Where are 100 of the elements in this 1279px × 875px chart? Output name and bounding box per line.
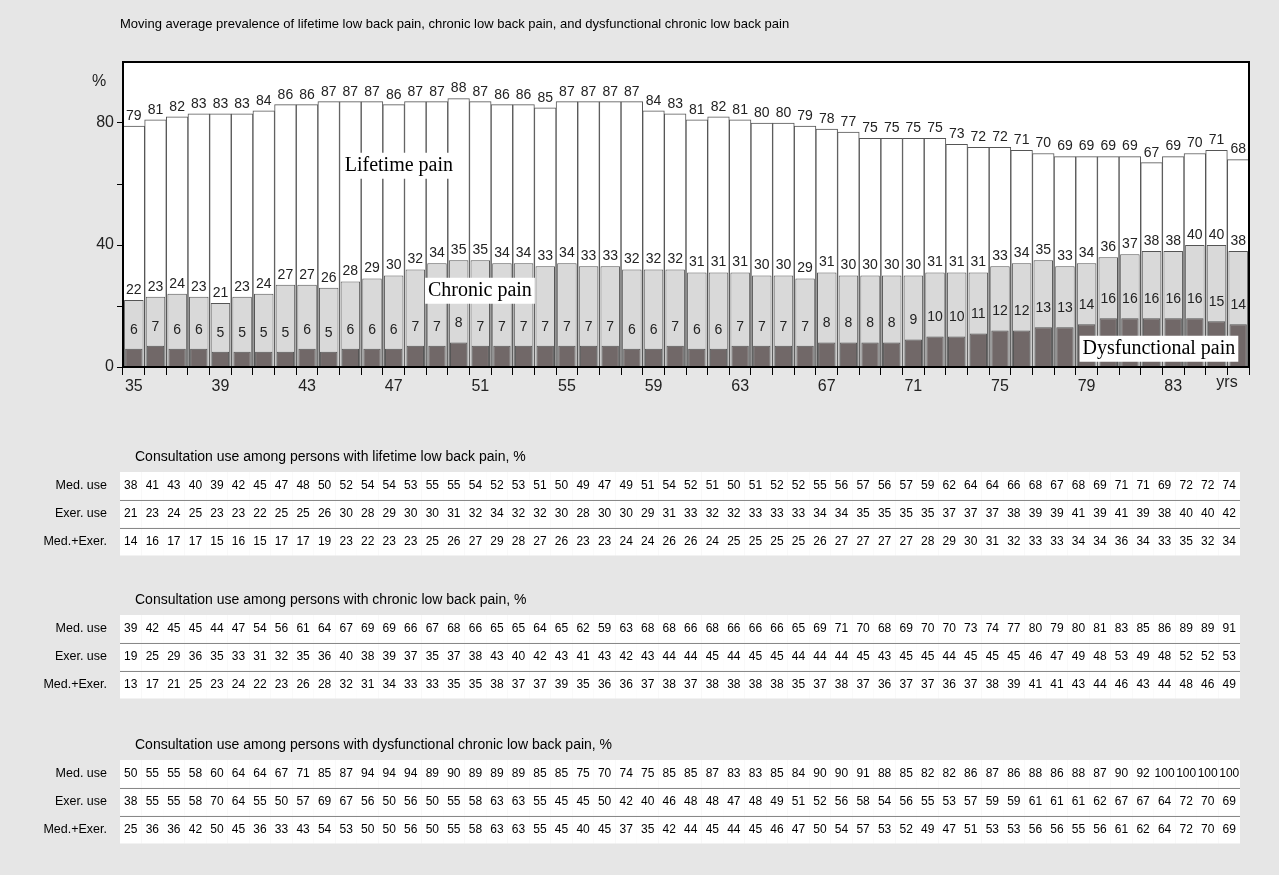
data-label: 35 [1179,533,1194,548]
data-label: 26 [554,533,569,548]
data-label: 7 [779,317,788,334]
data-label: 7 [541,317,550,334]
data-label: 89 [1201,621,1215,636]
data-label: 38 [770,676,784,691]
data-label: 50 [124,766,138,781]
data-label: 55 [145,766,160,781]
data-label: 34 [1222,533,1237,548]
data-label: 64 [317,621,332,636]
data-label: 58 [468,821,483,836]
data-label: 44 [662,649,677,664]
data-label: 36 [942,676,957,691]
data-label: 80 [1028,621,1043,636]
data-label: 86 [1050,766,1064,781]
data-label: 50 [382,821,397,836]
data-label: 67 [1114,794,1129,809]
data-label: 54 [361,478,375,493]
data-label: 66 [770,621,784,636]
data-label: 87 [580,82,597,99]
data-label: 49 [1071,649,1086,664]
data-label: 82 [169,97,186,114]
data-label: 55 [921,794,935,809]
data-label: 48 [1179,676,1194,691]
data-label: 71 [296,766,311,781]
data-label: 57 [296,794,311,809]
data-label: 56 [877,478,892,493]
data-label: 29 [490,533,504,548]
data-label: 83 [667,94,684,111]
data-label: 50 [425,794,440,809]
y-tick-label: 80 [96,113,115,131]
data-label: 85 [684,766,698,781]
data-label: 37 [856,676,871,691]
data-label: 87 [985,766,1000,781]
y-tick-label: 0 [105,357,115,375]
data-label: 23 [576,533,591,548]
data-label: 61 [1071,794,1086,809]
y-tick-label: Exer. use [54,649,108,664]
data-label: 16 [1100,290,1117,307]
data-label: 54 [662,478,677,493]
data-label: 62 [576,621,591,636]
data-label: 7 [757,317,766,334]
data-label: 7 [584,317,593,334]
data-label: 67 [274,766,289,781]
data-label: 10 [948,308,965,325]
data-label: 72 [992,128,1008,145]
data-label: 26 [320,268,337,285]
data-label: 66 [684,621,698,636]
data-label: 31 [710,253,727,270]
x-tick-label: 35 [124,377,143,395]
data-label: 58 [856,794,871,809]
y-tick-label: Exer. use [54,506,108,521]
data-label: 55 [447,794,461,809]
data-label: 72 [970,128,987,145]
data-label: 68 [1028,478,1043,493]
data-label: 32 [667,250,684,267]
x-tick-label: 71 [904,377,923,395]
data-label: 64 [231,766,246,781]
data-label: 47 [942,821,957,836]
data-label: 87 [472,82,489,99]
data-label: 70 [1201,821,1215,836]
data-label: 38 [727,676,741,691]
data-label: 52 [1179,649,1194,664]
data-label: 38 [748,676,763,691]
y-tick-label: Med.+Exer. [43,677,107,692]
data-label: 68 [705,621,720,636]
data-label: 48 [296,478,311,493]
data-label: 81 [689,100,705,117]
data-label: 38 [124,794,138,809]
data-label: 46 [1028,649,1043,664]
data-label: 35 [856,506,871,521]
data-label: 51 [748,478,763,493]
data-label: 33 [1157,533,1172,548]
data-label: 48 [705,794,720,809]
data-label: 86 [1157,621,1172,636]
data-label: 94 [361,766,375,781]
data-label: 30 [775,256,792,273]
data-label: 44 [684,821,698,836]
data-label: 34 [1071,533,1086,548]
data-label: 27 [834,533,849,548]
data-label: 21 [167,676,181,691]
data-label: 86 [494,85,510,102]
data-label: 43 [641,649,655,664]
data-label: 70 [597,766,612,781]
data-label: 57 [856,478,871,493]
data-label: 25 [770,533,784,548]
data-label: 34 [382,676,397,691]
data-label: 31 [732,253,749,270]
data-label: 70 [856,621,871,636]
data-label: 33 [425,676,440,691]
data-label: 52 [770,478,784,493]
x-tick-label: 55 [558,377,576,395]
data-label: 83 [748,766,763,781]
data-label: 40 [511,649,526,664]
data-label: 36 [877,676,892,691]
data-label: 58 [188,794,203,809]
data-label: 6 [303,320,312,337]
data-label: 38 [1230,231,1247,248]
data-label: 22 [126,280,142,297]
data-label: 33 [274,821,289,836]
